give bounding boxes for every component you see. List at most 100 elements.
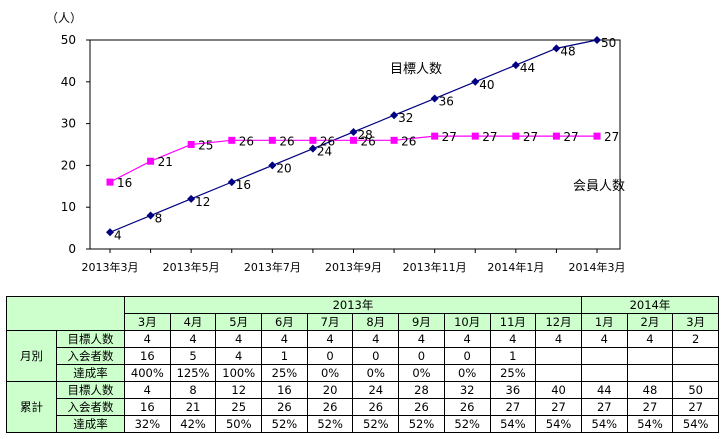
table-cell (626, 364, 674, 382)
data-label: 16 (236, 178, 251, 192)
table-cell: 4 (398, 330, 445, 348)
data-label: 26 (361, 134, 376, 148)
table-cell: 52% (352, 415, 400, 433)
table-cell: 4 (124, 330, 171, 348)
table-month-header: 4月 (169, 313, 217, 331)
table-cell: 44 (580, 381, 628, 399)
table-cell: 26 (443, 398, 491, 416)
data-point-target (187, 194, 196, 203)
data-point-target (390, 111, 399, 120)
table-cell: 0% (306, 364, 354, 382)
y-tick-label: 0 (68, 242, 76, 256)
data-point-members (147, 157, 155, 165)
table-month-header: 12月 (535, 313, 582, 331)
table-month-header: 3月 (672, 313, 720, 331)
table-cell: 27 (626, 398, 674, 416)
data-label: 21 (158, 155, 173, 169)
table-cell (535, 364, 582, 382)
table-cell: 52% (306, 415, 354, 433)
data-point-target (511, 61, 520, 70)
data-point-members (187, 141, 195, 148)
y-tick-label: 40 (61, 75, 76, 89)
data-point-members (350, 136, 357, 144)
table-cell: 48 (626, 381, 674, 399)
data-label: 27 (482, 130, 497, 144)
table-cell: 4 (261, 330, 308, 348)
table-cell: 1 (489, 347, 537, 365)
data-label: 25 (198, 139, 213, 153)
table-cell: 25 (215, 398, 263, 416)
data-point-members (228, 136, 236, 144)
data-point-target (430, 94, 439, 103)
table-cell: 26 (306, 398, 354, 416)
table-cell: 125% (169, 364, 217, 382)
data-label: 27 (563, 130, 578, 144)
table-row-label: 達成率 (56, 364, 125, 382)
data-point-target (268, 161, 277, 170)
y-axis-unit-label: （人） (46, 11, 82, 25)
table-group-label: 月別 (6, 330, 57, 382)
table-cell: 54% (535, 415, 582, 433)
table-row-label: 目標人数 (56, 330, 125, 348)
x-tick-label: 2013年5月 (163, 260, 220, 274)
table-cell: 0% (398, 364, 445, 382)
table-cell: 27 (580, 398, 628, 416)
table-month-header: 10月 (443, 313, 491, 331)
table-cell: 24 (352, 381, 400, 399)
table-cell: 50% (215, 415, 263, 433)
table-cell: 16 (124, 398, 171, 416)
table-cell: 12 (215, 381, 263, 399)
data-label: 26 (239, 134, 254, 148)
table-cell: 54% (489, 415, 537, 433)
table-month-header: 2月 (626, 313, 674, 331)
data-label: 40 (479, 78, 494, 92)
table-cell: 40 (535, 381, 582, 399)
table-cell (626, 347, 674, 365)
y-tick-label: 10 (61, 200, 76, 214)
table-cell: 4 (535, 330, 582, 348)
table-cell: 26 (398, 398, 445, 416)
data-label: 26 (401, 134, 416, 148)
table-cell: 25% (489, 364, 537, 382)
table-month-header: 6月 (261, 313, 308, 331)
table-month-header: 3月 (124, 313, 171, 331)
table-cell: 8 (169, 381, 217, 399)
table-cell: 36 (489, 381, 537, 399)
table-cell: 4 (352, 330, 400, 348)
table-cell: 26 (261, 398, 308, 416)
table-cell: 4 (215, 330, 263, 348)
table-cell: 4 (169, 330, 217, 348)
table-cell: 16 (261, 381, 308, 399)
table-month-header: 8月 (352, 313, 400, 331)
summary-table: 2013年 2014年 3月 4月 5月 6月 7月 8月 9月 10月 11月 12月 1月 2月 3月月… (6, 296, 720, 433)
data-point-members (390, 136, 398, 144)
table-cell: 4 (626, 330, 674, 348)
data-point-members (471, 132, 479, 140)
data-label: 26 (320, 134, 335, 148)
summary-table-wrapper: 2013年 2014年 3月 4月 5月 6月 7月 8月 9月 10月 11月 12月 1月 2月 3月月… (6, 296, 720, 433)
table-cell: 400% (124, 364, 171, 382)
table-cell: 21 (169, 398, 217, 416)
table-year-header: 2013年 (124, 296, 582, 314)
table-cell: 16 (124, 347, 171, 365)
y-tick-label: 20 (61, 158, 76, 172)
table-row-label: 入会者数 (56, 398, 125, 416)
table-year-header-row: 2013年 2014年 (6, 296, 720, 331)
table-cell: 0% (443, 364, 491, 382)
table-cell: 54% (626, 415, 674, 433)
table-cell: 28 (398, 381, 445, 399)
table-cell: 4 (306, 330, 354, 348)
table-cell: 5 (169, 347, 217, 365)
series-name-members: 会員人数 (573, 179, 625, 194)
table-cell: 1 (261, 347, 308, 365)
table-cell (672, 364, 720, 382)
data-point-target (593, 36, 601, 44)
table-cell (580, 364, 628, 382)
data-point-target (471, 77, 480, 86)
x-tick-label: 2013年9月 (325, 260, 382, 274)
data-point-target (146, 211, 155, 220)
table-month-header: 7月 (306, 313, 354, 331)
data-label: 27 (604, 130, 619, 144)
table-row-label: 入会者数 (56, 347, 125, 365)
line-chart: 0 10 20 30 40 50 （人） 2013年3月 2013年5月 2013年7月 2013年… (46, 11, 626, 274)
